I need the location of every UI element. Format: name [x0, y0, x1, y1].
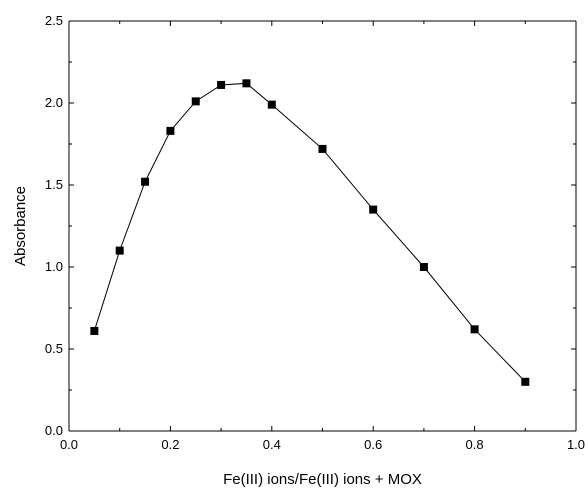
data-point	[90, 326, 99, 335]
x-tick-label: 1.0	[567, 437, 585, 452]
x-tick-label: 0.6	[364, 437, 382, 452]
series	[90, 79, 530, 386]
data-point	[470, 325, 479, 334]
y-axis-label: Absorbance	[12, 186, 29, 266]
data-point	[242, 79, 251, 88]
x-tick-label: 0.2	[161, 437, 179, 452]
data-point	[318, 144, 327, 153]
x-axis-label: Fe(III) ions/Fe(III) ions + MOX	[223, 471, 422, 488]
x-tick-label: 0.8	[466, 437, 484, 452]
data-point	[521, 377, 530, 386]
data-point	[217, 80, 226, 89]
data-point	[267, 100, 276, 109]
data-point	[166, 126, 175, 135]
y-tick-label: 2.5	[45, 13, 63, 28]
data-point	[369, 205, 378, 214]
y-tick-label: 1.5	[45, 177, 63, 192]
x-tick-label: 0.4	[263, 437, 281, 452]
data-point	[141, 177, 150, 186]
y-tick-label: 0.0	[45, 423, 63, 438]
y-tick-label: 1.0	[45, 259, 63, 274]
x-tick-label: 0.0	[60, 437, 78, 452]
data-point	[115, 246, 124, 255]
y-ticks: 0.0 0.5 1.0 1.5 2.0 2.5	[45, 13, 576, 438]
data-point	[419, 263, 428, 271]
y-tick-label: 0.5	[45, 341, 63, 356]
axes	[68, 20, 577, 432]
x-ticks: 0.0 0.2 0.4 0.6 0.8 1.0	[60, 21, 585, 452]
data-point	[191, 97, 200, 106]
series-line	[93, 82, 526, 383]
y-tick-label: 2.0	[45, 95, 63, 110]
